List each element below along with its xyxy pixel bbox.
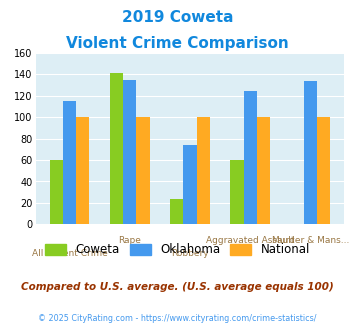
Bar [110, 73, 123, 224]
Text: Murder & Mans...: Murder & Mans... [272, 236, 349, 245]
Text: Robbery: Robbery [171, 249, 209, 258]
Bar [63, 101, 76, 224]
Bar [257, 117, 270, 224]
Bar [317, 117, 330, 224]
Text: Rape: Rape [118, 236, 141, 245]
Legend: Coweta, Oklahoma, National: Coweta, Oklahoma, National [40, 239, 315, 261]
Text: 2019 Coweta: 2019 Coweta [122, 10, 233, 25]
Bar [304, 81, 317, 224]
Bar [244, 91, 257, 224]
Bar [183, 145, 197, 224]
Bar [123, 80, 136, 224]
Text: Aggravated Assault: Aggravated Assault [206, 236, 294, 245]
Bar [50, 160, 63, 224]
Bar [136, 117, 149, 224]
Bar [230, 160, 244, 224]
Bar [197, 117, 210, 224]
Text: Violent Crime Comparison: Violent Crime Comparison [66, 36, 289, 51]
Text: All Violent Crime: All Violent Crime [32, 249, 107, 258]
Bar [76, 117, 89, 224]
Bar [170, 199, 183, 224]
Text: © 2025 CityRating.com - https://www.cityrating.com/crime-statistics/: © 2025 CityRating.com - https://www.city… [38, 314, 317, 323]
Text: Compared to U.S. average. (U.S. average equals 100): Compared to U.S. average. (U.S. average … [21, 282, 334, 292]
